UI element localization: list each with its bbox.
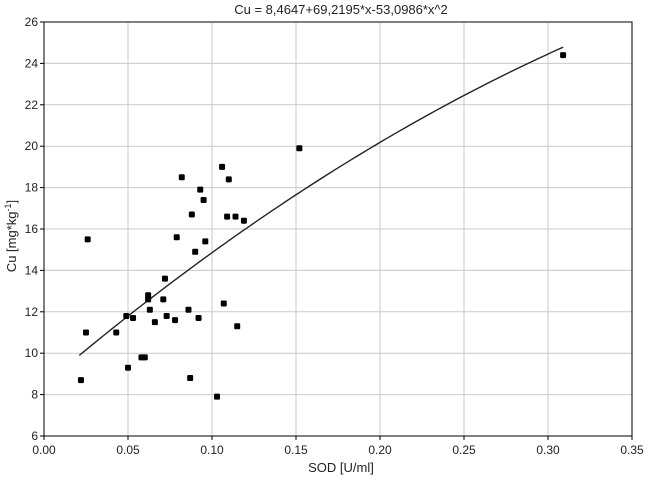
x-tick-label: 0.30 xyxy=(536,443,560,457)
y-tick-label: 20 xyxy=(25,139,39,153)
y-tick-label: 18 xyxy=(25,181,39,195)
data-point xyxy=(214,393,221,400)
data-point xyxy=(234,323,241,330)
axis-ticks xyxy=(40,21,633,440)
y-tick-label: 22 xyxy=(25,98,39,112)
x-tick-label: 0.35 xyxy=(620,443,644,457)
y-axis-title-superscript: -1 xyxy=(3,203,13,211)
data-point xyxy=(84,236,91,243)
data-point xyxy=(232,213,239,220)
regression-curve xyxy=(78,46,564,356)
data-point xyxy=(195,315,202,322)
x-axis-title: SOD [U/ml] xyxy=(308,460,374,475)
chart-title: Cu = 8,4647+69,2195*x-53,0986*x^2 xyxy=(234,2,448,17)
data-point xyxy=(560,52,567,59)
data-point xyxy=(220,300,227,307)
y-axis-title-main: Cu [mg*kg xyxy=(4,211,19,272)
data-point xyxy=(197,186,204,193)
data-point xyxy=(113,329,120,336)
data-point xyxy=(160,296,167,303)
data-point xyxy=(163,312,170,319)
y-tick-label: 6 xyxy=(31,429,38,443)
data-point xyxy=(296,145,303,152)
x-tick-label: 0.00 xyxy=(32,443,56,457)
data-point xyxy=(185,306,192,313)
x-tick-label: 0.10 xyxy=(200,443,224,457)
y-axis-title-end: ] xyxy=(4,200,19,204)
y-tick-label: 8 xyxy=(31,388,38,402)
data-point xyxy=(130,315,137,322)
data-point xyxy=(83,329,89,336)
y-tick-label: 14 xyxy=(25,263,39,277)
data-point xyxy=(224,213,231,220)
data-point xyxy=(77,377,84,384)
data-point xyxy=(188,211,195,218)
y-tick-label: 24 xyxy=(25,56,39,70)
data-point xyxy=(200,197,207,204)
x-tick-label: 0.20 xyxy=(368,443,392,457)
y-tick-label: 10 xyxy=(25,346,39,360)
data-points xyxy=(77,52,567,400)
y-tick-label: 26 xyxy=(25,15,39,29)
data-point xyxy=(145,296,152,303)
data-point xyxy=(151,319,158,326)
data-point xyxy=(161,275,168,282)
data-point xyxy=(219,163,226,170)
grid-lines xyxy=(44,22,632,436)
y-tick-label: 16 xyxy=(25,222,39,236)
x-tick-label: 0.25 xyxy=(452,443,476,457)
y-axis-title: Cu [mg*kg-1] xyxy=(3,200,19,272)
data-point xyxy=(192,248,199,255)
data-point xyxy=(125,364,131,371)
data-point xyxy=(178,174,185,181)
x-tick-label: 0.05 xyxy=(116,443,140,457)
data-point xyxy=(202,238,209,245)
x-tick-labels: 0.00 0.05 0.10 0.15 0.20 0.25 0.30 0.35 xyxy=(32,443,644,457)
x-tick-label: 0.15 xyxy=(284,443,308,457)
data-point xyxy=(172,317,179,324)
data-point xyxy=(240,217,247,224)
data-point xyxy=(187,375,194,382)
y-tick-labels: 6 8 10 12 14 16 18 20 22 24 26 xyxy=(25,15,39,443)
data-point xyxy=(141,354,148,361)
data-point xyxy=(146,306,153,313)
data-point xyxy=(173,234,180,241)
data-point xyxy=(225,176,232,183)
y-tick-label: 12 xyxy=(25,305,39,319)
data-point xyxy=(123,312,130,319)
